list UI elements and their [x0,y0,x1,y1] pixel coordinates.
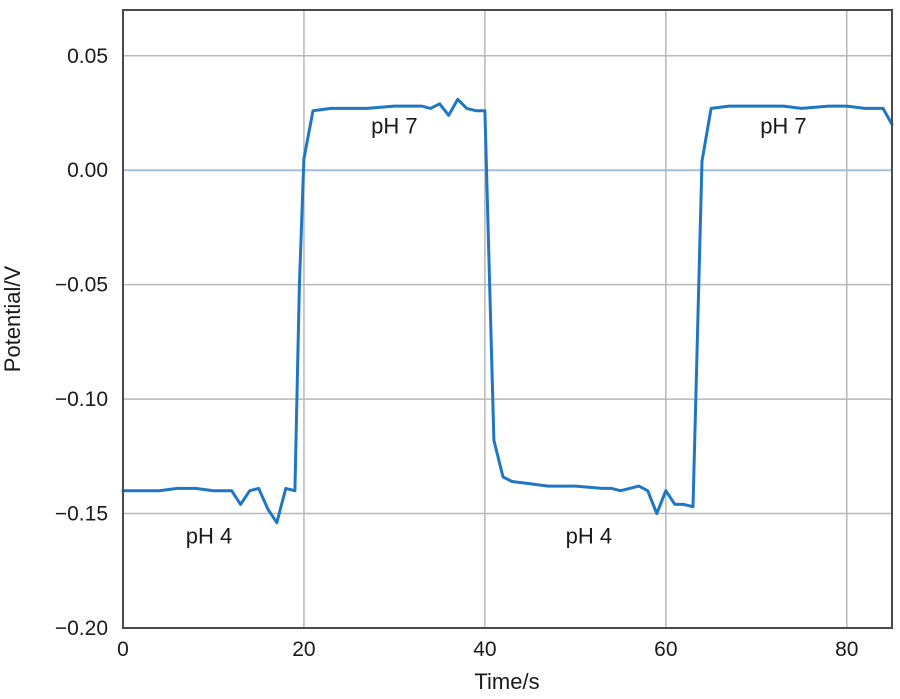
y-tick-label: 0.00 [67,159,108,182]
x-tick-label: 80 [835,638,858,661]
y-tick-label: −0.15 [55,503,108,526]
y-tick-label: 0.05 [67,45,108,68]
annotation-label: pH 7 [760,114,806,139]
x-tick-label: 0 [117,638,129,661]
y-tick-labels: 0.05 0.00 −0.05 −0.10 −0.15 −0.20 [55,45,108,640]
x-tick-label: 40 [473,638,496,661]
y-tick-label: −0.10 [55,388,108,411]
plot-frame [122,9,893,629]
x-axis-title: Time/s [474,669,539,694]
annotations: pH 7 pH 4 pH 4 pH 7 [186,114,807,549]
annotation-label: pH 7 [371,114,417,139]
x-tick-label: 60 [654,638,677,661]
y-tick-label: −0.05 [55,274,108,297]
x-tick-label: 20 [292,638,315,661]
annotation-label: pH 4 [566,523,612,548]
y-tick-label: −0.20 [55,617,108,640]
x-tick-labels: 0 20 40 60 80 [117,638,858,661]
series-line [121,97,894,525]
annotation-label: pH 4 [186,523,232,548]
grid-layer [123,10,892,628]
series-layer [121,97,894,525]
y-axis-title: Potential/V [0,265,25,372]
